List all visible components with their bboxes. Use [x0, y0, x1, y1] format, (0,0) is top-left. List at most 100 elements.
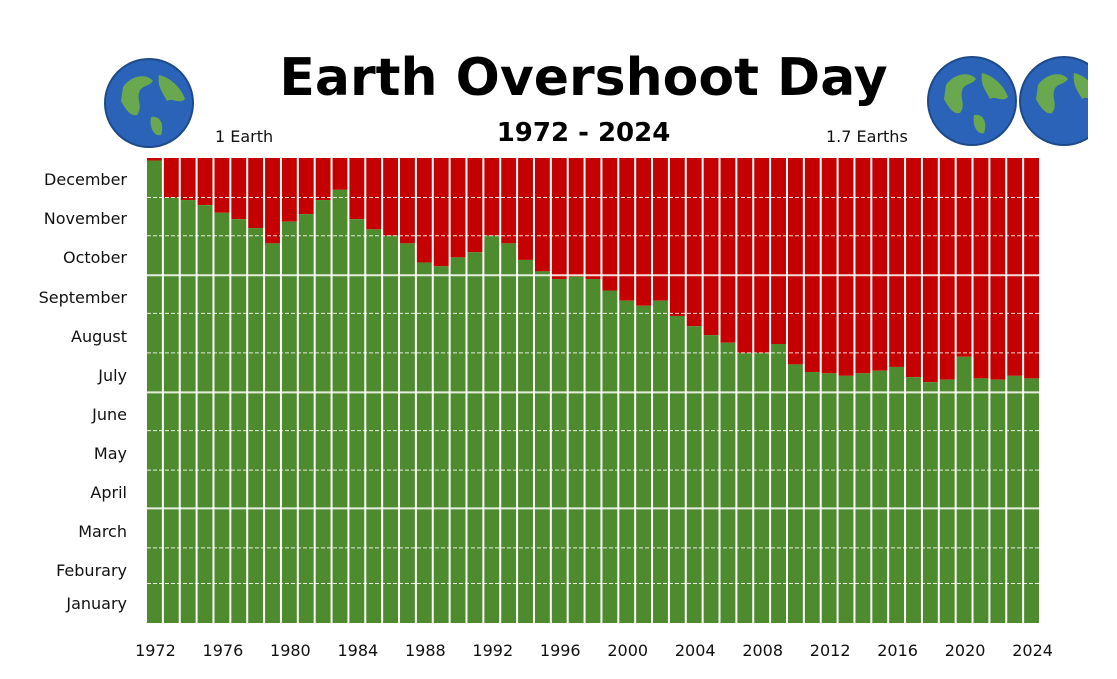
capacity-bar-1990	[450, 257, 466, 623]
overshoot-bar-1989	[433, 158, 449, 267]
capacity-bar-1985	[366, 229, 382, 623]
capacity-bar-2004	[686, 326, 702, 623]
capacity-bar-2024	[1024, 378, 1039, 623]
overshoot-bar-2006	[720, 158, 736, 343]
overshoot-bar-1977	[231, 158, 247, 220]
capacity-bar-1988	[416, 262, 432, 623]
year-tick-label: 2012	[810, 641, 851, 660]
overshoot-bar-2022	[990, 158, 1006, 380]
earths-label: 1.7 Earths	[826, 127, 908, 146]
overshoot-bar-2021	[973, 158, 989, 379]
capacity-bar-2015	[872, 370, 888, 623]
capacity-bar-1978	[248, 228, 264, 624]
overshoot-bar-2014	[855, 158, 871, 374]
year-tick-label: 2004	[675, 641, 716, 660]
overshoot-bar-1995	[534, 158, 550, 272]
capacity-bar-2019	[939, 379, 955, 623]
overshoot-bar-2008	[754, 158, 770, 353]
overshoot-bar-1987	[400, 158, 415, 244]
overshoot-bar-2023	[1007, 158, 1023, 376]
capacity-bar-1982	[315, 200, 331, 624]
overshoot-bar-1993	[501, 158, 517, 244]
overshoot-bar-2013	[838, 158, 854, 376]
capacity-bar-2000	[619, 300, 635, 623]
capacity-bar-1999	[602, 290, 618, 623]
year-tick-label: 1972	[135, 641, 176, 660]
overshoot-bar-2007	[737, 158, 753, 353]
capacity-bar-2002	[653, 300, 668, 623]
capacity-bar-2018	[922, 382, 938, 623]
year-tick-label: 2020	[945, 641, 986, 660]
overshoot-bar-1994	[518, 158, 533, 260]
overshoot-bar-1985	[366, 158, 382, 230]
overshoot-bar-2004	[686, 158, 702, 327]
capacity-bar-2014	[855, 373, 871, 623]
capacity-bar-2021	[973, 378, 989, 623]
overshoot-bar-1984	[349, 158, 365, 220]
year-tick-label: 2024	[1012, 641, 1053, 660]
year-tick-label: 1988	[405, 641, 446, 660]
overshoot-bar-1983	[332, 158, 348, 190]
overshoot-bar-1975	[197, 158, 213, 206]
capacity-bar-2006	[720, 342, 736, 623]
overshoot-bar-2000	[619, 158, 635, 301]
overshoot-bar-1980	[281, 158, 297, 222]
capacity-bar-1998	[585, 279, 601, 623]
overshoot-bar-1991	[467, 158, 483, 253]
overshoot-bar-1972	[147, 158, 162, 161]
capacity-bar-1986	[383, 235, 399, 623]
year-tick-label: 1996	[540, 641, 581, 660]
month-label: January	[65, 594, 127, 613]
capacity-bar-1976	[214, 212, 230, 623]
capacity-bar-2007	[737, 352, 753, 623]
overshoot-bar-2017	[906, 158, 921, 378]
capacity-bar-2009	[771, 344, 786, 623]
month-label: September	[39, 288, 128, 307]
month-label: May	[94, 444, 127, 463]
earth-globe-icon	[104, 58, 194, 148]
capacity-bar-1987	[400, 243, 415, 623]
month-label: November	[44, 209, 128, 228]
year-tick-label: 2000	[607, 641, 648, 660]
month-label: July	[97, 366, 127, 385]
overshoot-bar-2002	[653, 158, 668, 301]
capacity-bar-1979	[265, 243, 280, 623]
capacity-bar-1980	[281, 221, 297, 624]
capacity-bar-1992	[484, 235, 500, 623]
capacity-bar-1997	[568, 276, 584, 623]
overshoot-bar-1986	[383, 158, 399, 236]
overshoot-bar-1998	[585, 158, 601, 280]
month-label: April	[90, 483, 127, 502]
year-tick-label: 1976	[203, 641, 244, 660]
month-label: October	[63, 248, 127, 267]
partial-earth-globe-icon	[1019, 56, 1088, 146]
overshoot-bar-2016	[889, 158, 905, 367]
capacity-bar-1995	[534, 271, 550, 623]
overshoot-bar-1978	[248, 158, 264, 229]
capacity-bar-2011	[804, 372, 820, 623]
capacity-bar-1981	[298, 214, 314, 623]
capacity-bar-2020	[956, 356, 972, 623]
year-tick-label: 1980	[270, 641, 311, 660]
overshoot-bar-2020	[956, 158, 972, 357]
overshoot-bar-2010	[787, 158, 803, 365]
overshoot-bar-1996	[551, 158, 567, 280]
overshoot-bar-1981	[298, 158, 314, 215]
overshoot-bar-1992	[484, 158, 500, 236]
capacity-bar-2017	[906, 377, 921, 623]
chart-title: Earth Overshoot Day	[279, 48, 888, 108]
overshoot-bar-1988	[416, 158, 432, 263]
year-tick-label: 1984	[337, 641, 378, 660]
capacity-bar-2023	[1007, 375, 1023, 623]
capacity-bar-2022	[990, 379, 1006, 623]
capacity-bar-2005	[703, 335, 719, 623]
month-label: December	[44, 170, 127, 189]
year-tick-label: 2016	[877, 641, 918, 660]
month-label: August	[71, 327, 127, 346]
overshoot-bar-2015	[872, 158, 888, 371]
overshoot-bar-2011	[804, 158, 820, 373]
capacity-bar-1991	[467, 252, 483, 623]
capacity-bar-2003	[669, 315, 685, 623]
capacity-bar-1977	[231, 219, 247, 623]
